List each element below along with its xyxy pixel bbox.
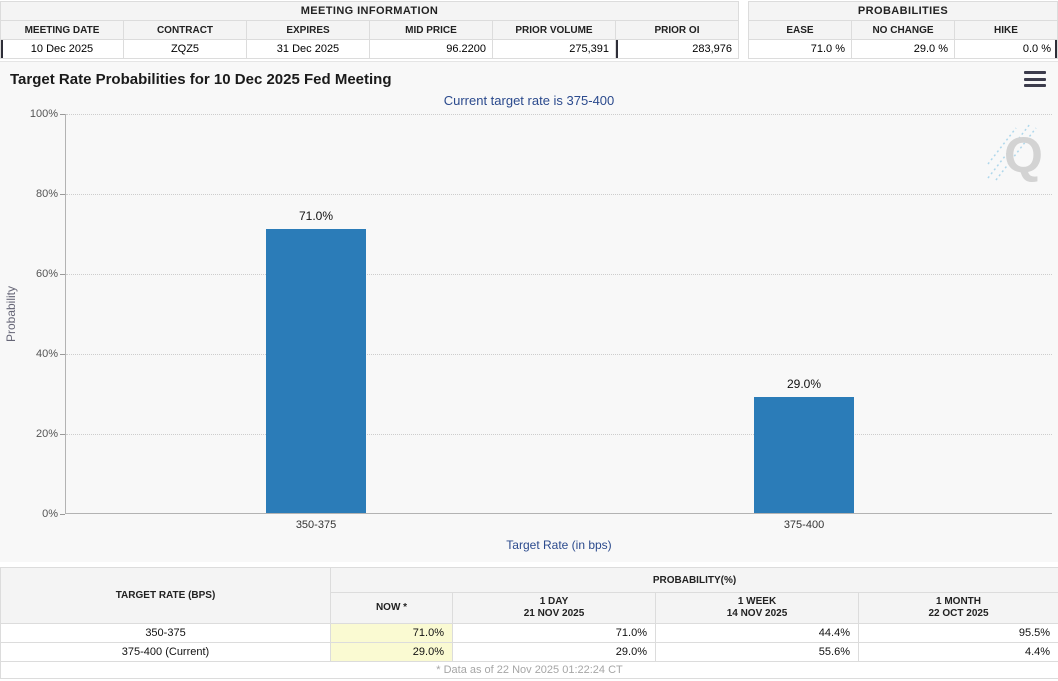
bar-350-375-value-label: 71.0%	[298, 209, 334, 223]
probability-chart-panel: Target Rate Probabilities for 10 Dec 202…	[0, 61, 1058, 562]
gridline-60	[66, 274, 1052, 275]
meeting-information-title: MEETING INFORMATION	[0, 1, 739, 21]
rate-cell: 350-375	[0, 623, 331, 643]
no-change-header: NO CHANGE	[851, 20, 955, 40]
ytick-40: 40%	[35, 348, 58, 360]
bar-350-375[interactable]: 71.0%	[266, 209, 366, 513]
y-tick	[60, 434, 65, 435]
ease-value: 71.0 %	[748, 39, 852, 59]
ytick-80: 80%	[35, 188, 58, 200]
target-rate-bps-header: TARGET RATE (BPS)	[0, 567, 331, 624]
hike-header: HIKE	[954, 20, 1058, 40]
gridline-20	[66, 434, 1052, 435]
table-row: 350-375 71.0% 71.0% 44.4% 95.5%	[0, 623, 1058, 643]
hike-value: 0.0 %	[954, 39, 1058, 59]
gridline-80	[66, 194, 1052, 195]
y-tick	[60, 514, 65, 515]
ytick-60: 60%	[35, 268, 58, 280]
y-axis-title: Probability	[4, 285, 18, 343]
contract-header: CONTRACT	[123, 20, 247, 40]
one-week-cell: 55.6%	[655, 642, 859, 662]
bar-375-400-value-label: 29.0%	[786, 377, 822, 391]
ytick-0: 0%	[42, 508, 58, 520]
gridline-100	[66, 114, 1052, 115]
ytick-100: 100%	[29, 108, 58, 120]
plot-area: 71.0% 29.0% 350-375 375-400 Target Rate …	[65, 114, 1052, 552]
meeting-date-header: MEETING DATE	[0, 20, 124, 40]
meeting-date-value: 10 Dec 2025	[0, 39, 124, 59]
gridline-40	[66, 354, 1052, 355]
expires-value: 31 Dec 2025	[246, 39, 370, 59]
now-column-header: NOW *	[330, 592, 453, 624]
mid-price-header: MID PRICE	[369, 20, 493, 40]
meeting-information-table: MEETING INFORMATION MEETING DATE CONTRAC…	[0, 1, 739, 59]
prior-oi-header: PRIOR OI	[615, 20, 739, 40]
y-tick	[60, 114, 65, 115]
data-as-of-footnote: * Data as of 22 Nov 2025 01:22:24 CT	[0, 661, 1058, 679]
y-tick	[60, 354, 65, 355]
xcategory-350-375: 350-375	[295, 519, 337, 531]
contract-value: ZQZ5	[123, 39, 247, 59]
table-row: 375-400 (Current) 29.0% 29.0% 55.6% 4.4%	[0, 642, 1058, 662]
hamburger-bar	[1024, 84, 1046, 87]
mid-price-value: 96.2200	[369, 39, 493, 59]
top-summary-tables: MEETING INFORMATION MEETING DATE CONTRAC…	[0, 1, 1058, 59]
probabilities-table: PROBABILITIES EASE NO CHANGE HIKE 71.0 %…	[748, 1, 1058, 59]
x-axis-title: Target Rate (in bps)	[506, 538, 612, 552]
xcategory-375-400: 375-400	[783, 519, 825, 531]
prior-oi-value: 283,976	[615, 39, 739, 59]
prior-volume-value: 275,391	[492, 39, 616, 59]
no-change-value: 29.0 %	[851, 39, 955, 59]
probabilities-title: PROBABILITIES	[748, 1, 1058, 21]
hamburger-bar	[1024, 77, 1046, 81]
ease-header: EASE	[748, 20, 852, 40]
one-week-column-header: 1 WEEK 14 NOV 2025	[655, 592, 859, 624]
probability-group-header: PROBABILITY(%)	[329, 567, 1058, 593]
one-month-cell: 95.5%	[857, 623, 1058, 643]
hamburger-menu-icon[interactable]	[1024, 71, 1046, 87]
now-cell: 71.0%	[330, 623, 453, 643]
chart-title: Target Rate Probabilities for 10 Dec 202…	[10, 71, 392, 88]
hamburger-bar	[1024, 71, 1046, 74]
one-week-cell: 44.4%	[655, 623, 859, 643]
probability-history-table: TARGET RATE (BPS) PROBABILITY(%) NOW * 1…	[0, 567, 1058, 679]
one-month-cell: 4.4%	[857, 642, 1058, 662]
one-day-cell: 71.0%	[452, 623, 656, 643]
one-day-cell: 29.0%	[452, 642, 656, 662]
one-day-column-header: 1 DAY 21 NOV 2025	[452, 592, 656, 624]
prior-volume-header: PRIOR VOLUME	[492, 20, 616, 40]
ytick-20: 20%	[35, 428, 58, 440]
y-tick	[60, 274, 65, 275]
one-month-column-header: 1 MONTH 22 OCT 2025	[857, 592, 1058, 624]
rate-cell: 375-400 (Current)	[0, 642, 331, 662]
now-cell: 29.0%	[330, 642, 453, 662]
bar-375-400[interactable]: 29.0%	[754, 377, 854, 513]
expires-header: EXPIRES	[246, 20, 370, 40]
chart-subtitle: Current target rate is 375-400	[443, 93, 615, 108]
y-tick	[60, 194, 65, 195]
